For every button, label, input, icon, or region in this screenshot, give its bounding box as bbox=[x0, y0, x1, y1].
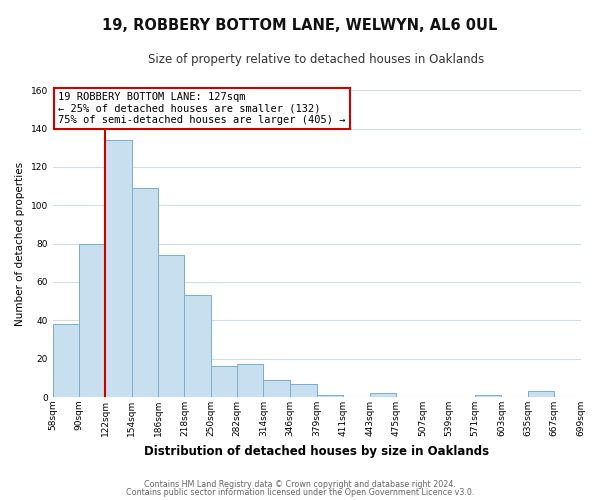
Bar bbox=[237, 364, 263, 397]
Text: Contains public sector information licensed under the Open Government Licence v3: Contains public sector information licen… bbox=[126, 488, 474, 497]
Text: 19 ROBBERY BOTTOM LANE: 127sqm
← 25% of detached houses are smaller (132)
75% of: 19 ROBBERY BOTTOM LANE: 127sqm ← 25% of … bbox=[58, 92, 346, 125]
Bar bbox=[184, 296, 211, 397]
Title: Size of property relative to detached houses in Oaklands: Size of property relative to detached ho… bbox=[148, 52, 485, 66]
Bar bbox=[158, 255, 184, 397]
Y-axis label: Number of detached properties: Number of detached properties bbox=[15, 162, 25, 326]
Bar bbox=[263, 380, 290, 397]
Bar bbox=[317, 395, 343, 397]
Text: Contains HM Land Registry data © Crown copyright and database right 2024.: Contains HM Land Registry data © Crown c… bbox=[144, 480, 456, 489]
Bar bbox=[106, 140, 132, 397]
Bar bbox=[290, 384, 317, 397]
Bar bbox=[528, 392, 554, 397]
Text: 19, ROBBERY BOTTOM LANE, WELWYN, AL6 0UL: 19, ROBBERY BOTTOM LANE, WELWYN, AL6 0UL bbox=[103, 18, 497, 32]
X-axis label: Distribution of detached houses by size in Oaklands: Distribution of detached houses by size … bbox=[144, 444, 489, 458]
Bar bbox=[132, 188, 158, 397]
Bar bbox=[79, 244, 106, 397]
Bar bbox=[53, 324, 79, 397]
Bar bbox=[211, 366, 237, 397]
Bar bbox=[475, 395, 502, 397]
Bar bbox=[370, 393, 396, 397]
